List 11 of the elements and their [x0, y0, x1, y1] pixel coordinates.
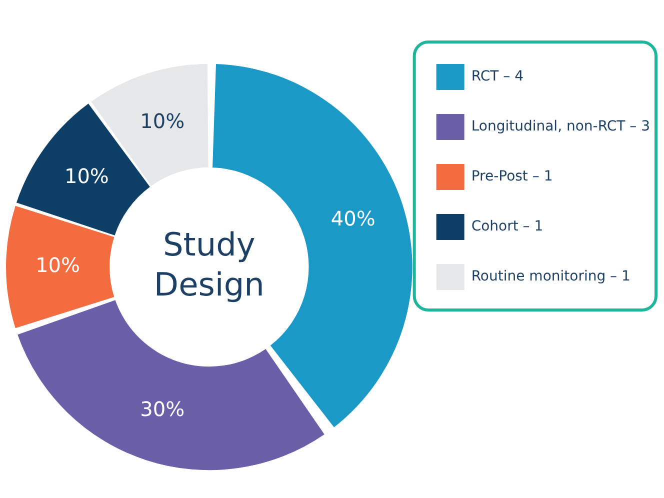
text: Study Design	[154, 225, 264, 304]
legend-label: Pre-Post – 1	[471, 168, 553, 185]
data-label: 30%	[140, 397, 185, 422]
data-label: 10%	[36, 253, 80, 278]
data-label: 40%	[330, 206, 376, 230]
legend-label: Routine monitoring – 1	[471, 268, 630, 285]
data-label: 10%	[140, 109, 185, 134]
legend-label: Cohort – 1	[471, 218, 544, 235]
data-label: 10%	[64, 164, 109, 188]
legend-label: Longitudinal, non-RCT – 3	[471, 118, 650, 135]
legend-label: RCT – 4	[471, 68, 524, 85]
